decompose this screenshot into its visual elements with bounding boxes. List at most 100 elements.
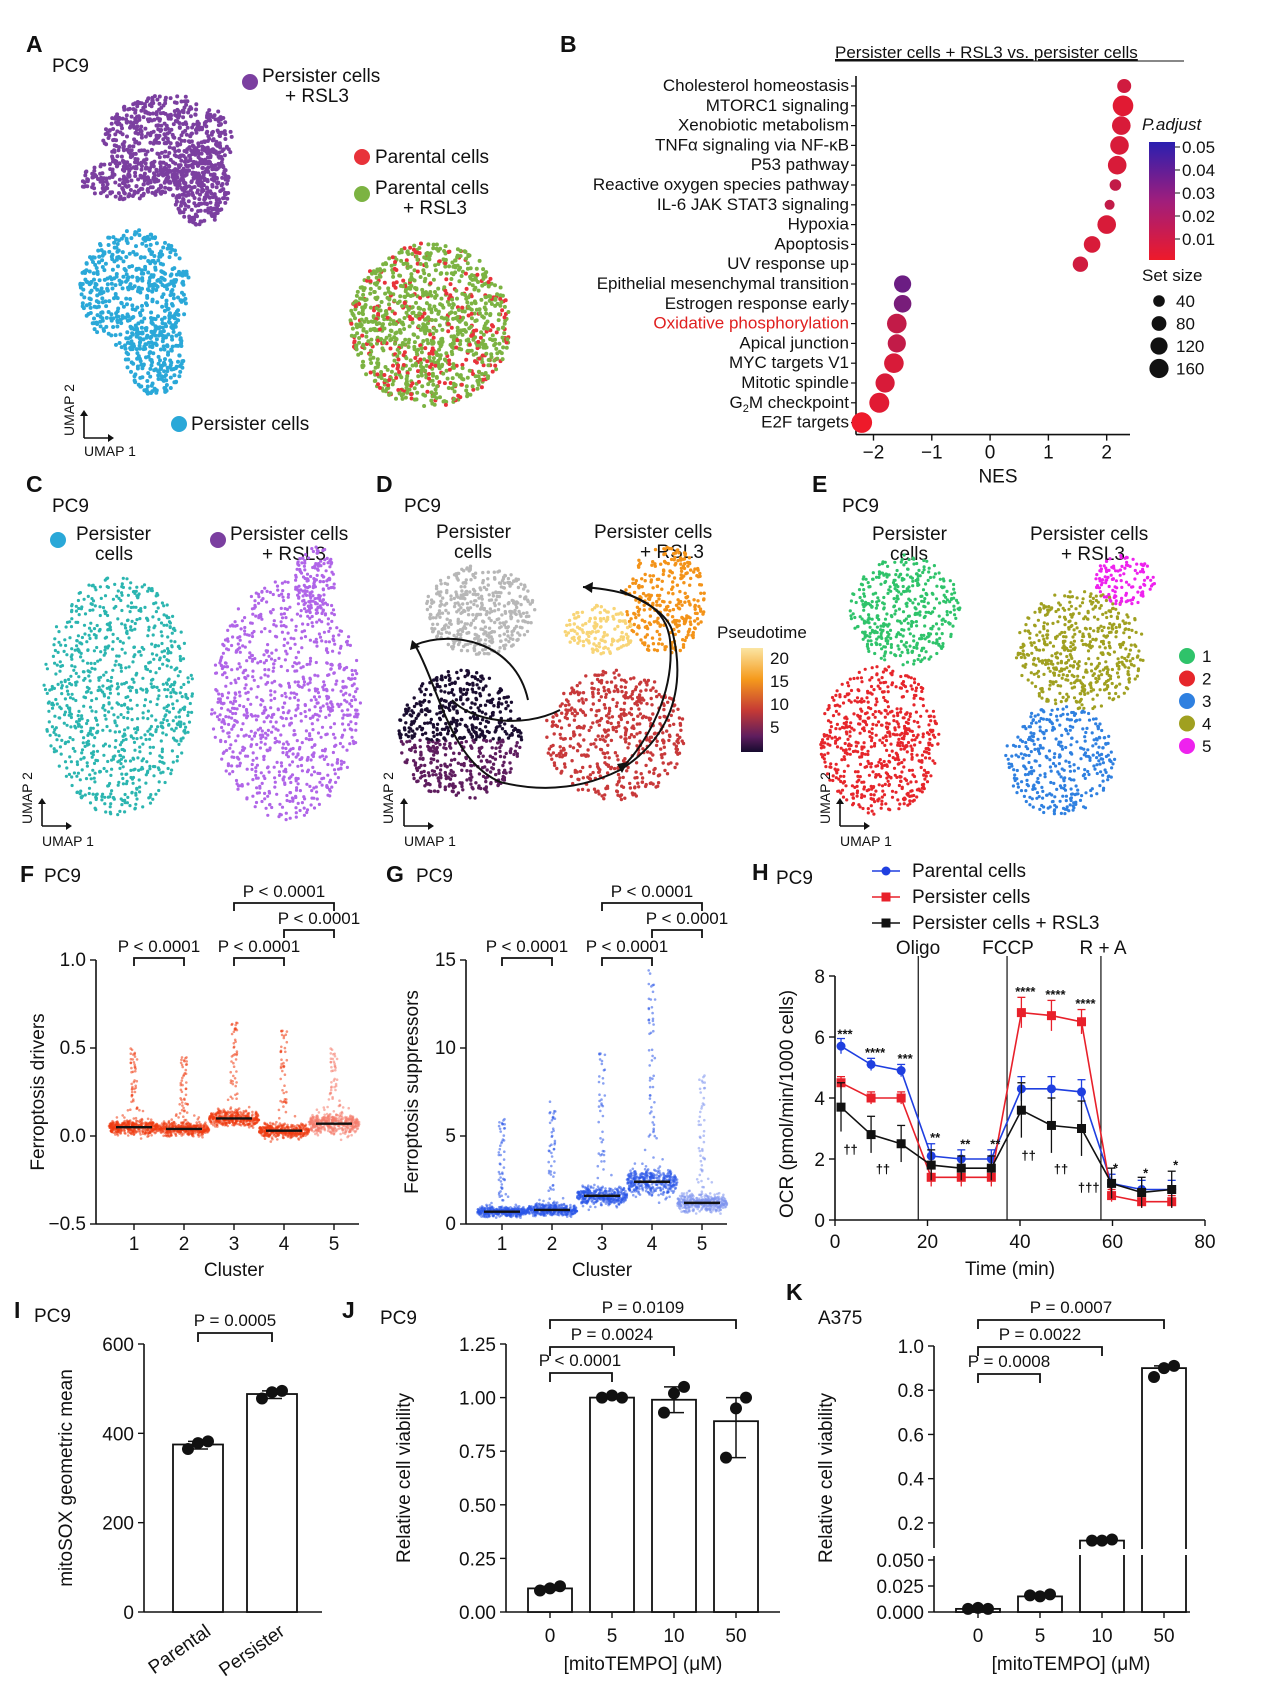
umap-point [303, 601, 307, 605]
umap-point [442, 381, 447, 386]
umap-point [173, 640, 177, 644]
umap-point [110, 167, 115, 172]
umap-point [464, 256, 469, 261]
umap-point [124, 229, 129, 234]
umap-point [224, 145, 229, 150]
umap-point [155, 151, 160, 156]
umap-point [87, 687, 91, 691]
umap-point [394, 375, 399, 380]
umap-point [92, 744, 96, 748]
umap-point [387, 256, 392, 261]
umap-point [392, 298, 397, 303]
umap-point [113, 730, 117, 734]
umap-point [187, 214, 192, 219]
umap-point [312, 770, 317, 774]
umap-point [493, 363, 498, 368]
umap-point [223, 120, 228, 125]
umap-point [238, 665, 242, 669]
umap-point [228, 746, 232, 750]
umap-point [301, 599, 305, 603]
umap-point [281, 595, 285, 599]
umap-point [125, 629, 129, 633]
umap-point [92, 165, 97, 170]
umap2-label: UMAP 2 [61, 384, 77, 436]
umap-point [279, 624, 283, 628]
umap-point [473, 285, 478, 290]
panel-c: C PC9 Persister cells Persister cells + RS… [19, 471, 362, 849]
umap-point [451, 337, 456, 342]
umap-point [293, 680, 297, 684]
umap-point [246, 754, 250, 758]
umap-point [339, 644, 343, 648]
umap-point [417, 379, 421, 384]
umap-point [245, 633, 249, 637]
umap-point [207, 108, 212, 113]
umap-point [186, 680, 191, 684]
umap-point [73, 665, 77, 669]
umap-point [296, 680, 300, 684]
umap-point [305, 758, 309, 762]
umap-point [401, 363, 406, 367]
umap-point [347, 723, 351, 727]
umap-point [193, 112, 198, 117]
umap-point [267, 654, 271, 658]
umap-point [142, 647, 146, 651]
umap-point [141, 191, 146, 196]
umap-point [407, 324, 412, 329]
umap-point [291, 797, 295, 801]
umap-point [130, 619, 134, 624]
umap-point [141, 688, 145, 692]
umap-point [136, 321, 141, 326]
umap-point [341, 745, 345, 749]
umap-point [225, 748, 229, 753]
umap-point [354, 322, 359, 327]
umap-point [108, 275, 113, 280]
umap-point [111, 632, 115, 637]
umap-point [333, 736, 337, 740]
umap-point [140, 765, 144, 770]
umap-point [223, 722, 227, 726]
umap-point [458, 342, 463, 347]
umap-point [144, 301, 148, 306]
umap-point [230, 643, 234, 648]
umap-point [129, 369, 133, 374]
umap-point [156, 766, 160, 770]
umap-point [476, 339, 481, 344]
umap-point [177, 374, 182, 379]
umap-point [105, 194, 109, 199]
umap-point [214, 197, 219, 202]
umap-point [286, 580, 290, 584]
umap-point [53, 637, 57, 641]
umap-point [474, 360, 479, 365]
umap-point [474, 266, 479, 271]
umap-point [223, 137, 228, 141]
umap-point [173, 161, 178, 166]
umap-point [103, 802, 107, 806]
umap-point [144, 737, 148, 742]
umap-point [188, 158, 193, 163]
umap-point [254, 800, 259, 805]
umap-point [131, 677, 135, 681]
umap-point [197, 197, 202, 202]
umap-point [294, 755, 298, 759]
umap-point [141, 711, 145, 715]
umap-point [146, 769, 150, 773]
umap-point [154, 167, 159, 172]
umap-point [249, 713, 253, 717]
umap-point [169, 367, 174, 372]
umap-point [305, 808, 310, 812]
umap-point [110, 156, 115, 161]
umap-point [220, 182, 225, 186]
umap-point [438, 395, 442, 400]
umap-point [148, 669, 152, 674]
umap-point [166, 114, 171, 119]
umap-point [139, 325, 144, 330]
umap-point [79, 292, 84, 297]
umap-point [136, 285, 141, 290]
umap-point [142, 102, 147, 107]
umap-point [327, 713, 331, 717]
umap-point [474, 599, 478, 603]
umap-point [133, 110, 138, 115]
umap-point [438, 302, 443, 307]
